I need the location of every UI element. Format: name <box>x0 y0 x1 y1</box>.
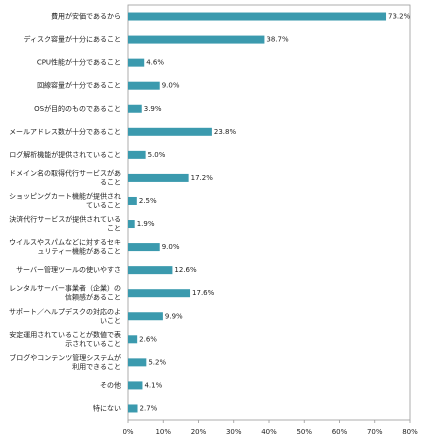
bar <box>128 81 160 90</box>
bar <box>128 127 212 136</box>
value-label: 1.9% <box>137 220 155 228</box>
y-tick-label: レンタルサーバー事業者（企業）の信頼感があること <box>9 284 121 302</box>
y-tick-label: ブログやコンテンツ管理システムが利用できること <box>9 353 121 371</box>
y-tick-label: 特にない <box>93 403 121 412</box>
y-tick-label: ショッピングカート機能が提供されていること <box>9 191 121 209</box>
value-label: 9.9% <box>165 312 183 320</box>
y-tick-label: OSが目的のものであること <box>34 104 121 113</box>
y-tick-label: 回線容量が十分であること <box>37 81 121 90</box>
y-tick-label: ウイルスやスパムなどに対するセキュリティー機能があること <box>9 238 121 256</box>
value-label: 3.9% <box>144 105 162 113</box>
y-tick-label: ドメイン名の取得代行サービスがあること <box>9 168 121 186</box>
bar <box>128 104 142 113</box>
plot-frame <box>127 4 411 421</box>
y-tick-label: 費用が安価であるから <box>51 12 121 21</box>
y-tick-label: 決済代行サービスが提供されていること <box>9 215 121 233</box>
bar <box>128 266 173 275</box>
value-label: 2.5% <box>139 197 157 205</box>
y-tick-label: CPU性能が十分であること <box>37 58 121 67</box>
y-tick-label: メールアドレス数が十分であること <box>9 127 121 136</box>
bar <box>128 196 137 205</box>
bar <box>128 404 138 413</box>
bar <box>128 12 387 21</box>
value-label: 5.2% <box>148 358 166 366</box>
bar <box>128 289 191 298</box>
value-label: 17.6% <box>192 289 215 297</box>
bar <box>128 243 160 252</box>
x-tick-label: 20% <box>191 428 207 436</box>
value-label: 2.7% <box>140 404 158 412</box>
bar <box>128 335 138 344</box>
value-label: 9.0% <box>162 243 180 251</box>
value-label: 73.2% <box>388 13 411 21</box>
x-tick-label: 80% <box>402 428 418 436</box>
value-label: 9.0% <box>162 82 180 90</box>
bar <box>128 220 135 229</box>
x-tick-label: 10% <box>155 428 171 436</box>
value-label: 23.8% <box>214 128 237 136</box>
y-tick-label: その他 <box>100 380 121 389</box>
x-tick-label: 30% <box>226 428 242 436</box>
x-tick-label: 70% <box>367 428 383 436</box>
bar <box>128 312 163 321</box>
value-label: 5.0% <box>148 151 166 159</box>
bar <box>128 381 143 390</box>
bar <box>128 358 147 367</box>
bar <box>128 173 189 182</box>
y-tick-label: ディスク容量が十分にあること <box>23 35 121 44</box>
value-label: 4.1% <box>144 381 162 389</box>
bar <box>128 150 146 159</box>
value-label: 17.2% <box>191 174 214 182</box>
value-label: 4.6% <box>146 59 164 67</box>
x-tick-label: 0% <box>122 428 133 436</box>
bar <box>128 35 265 44</box>
y-tick-label: サーバー管理ツールの使いやすさ <box>16 265 121 274</box>
y-tick-label: ログ解析機能が提供されていること <box>9 150 121 159</box>
value-label: 2.6% <box>139 335 157 343</box>
y-tick-label: 安定運用されていることが数値で表示されていること <box>9 330 121 348</box>
y-tick-label: サポート／ヘルプデスクの対応のよいこと <box>9 307 121 325</box>
value-label: 38.7% <box>266 36 289 44</box>
bar <box>128 58 145 67</box>
value-label: 12.6% <box>174 266 197 274</box>
x-tick-label: 60% <box>332 428 348 436</box>
x-tick-label: 50% <box>296 428 312 436</box>
x-tick-label: 40% <box>261 428 277 436</box>
